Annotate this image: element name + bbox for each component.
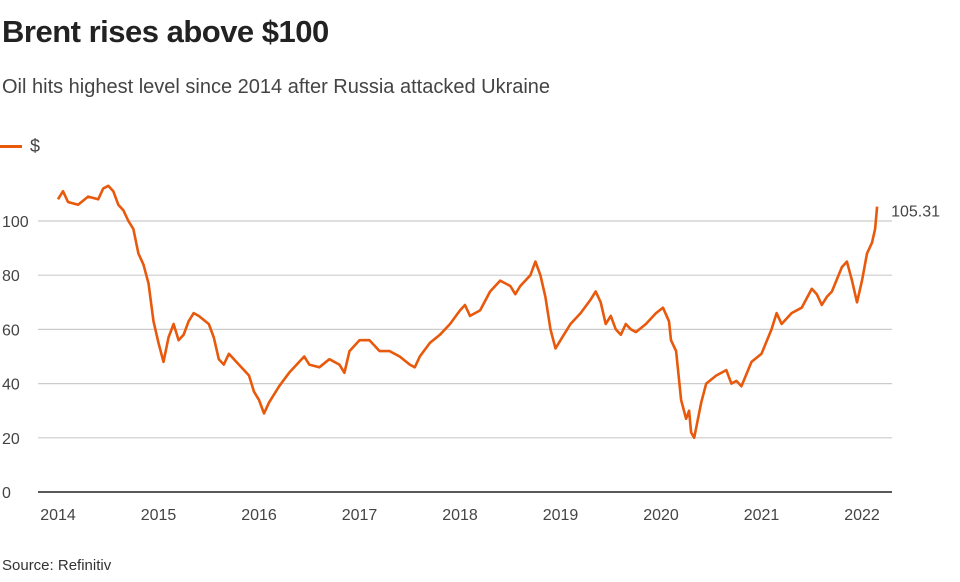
chart-title: Brent rises above $100 [2,14,329,49]
legend-label: $ [30,136,41,156]
x-tick-label: 2016 [241,507,277,524]
y-tick-label: 80 [2,268,20,285]
x-tick-label: 2021 [744,507,780,524]
y-tick-label: 100 [2,214,29,231]
y-tick-label: 40 [2,377,20,394]
x-tick-label: 2014 [40,507,76,524]
legend-swatch [0,145,22,148]
x-tick-label: 2015 [141,507,177,524]
x-tick-label: 2017 [342,507,378,524]
x-tick-label: 2019 [543,507,579,524]
y-tick-label: 20 [2,431,20,448]
x-tick-label: 2018 [442,507,478,524]
x-tick-label: 2020 [643,507,679,524]
legend: $ [0,136,40,157]
y-tick-label: 60 [2,322,20,339]
brent-price-line [56,184,879,440]
chart-subtitle: Oil hits highest level since 2014 after … [2,76,551,98]
y-tick-label: 0 [2,485,11,502]
source-note: Source: Refinitiv [2,557,112,574]
x-tick-label: 2022 [844,507,880,524]
last-value-label: 105.31 [891,204,940,221]
